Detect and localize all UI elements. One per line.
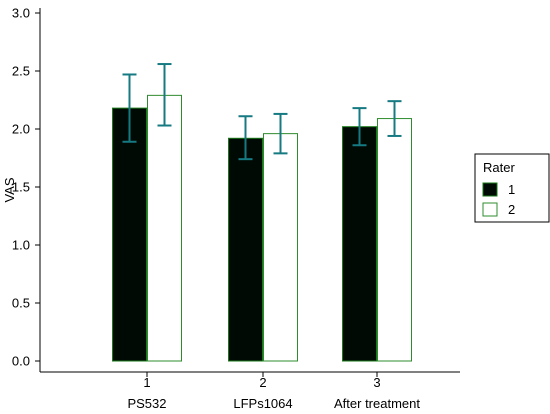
error-bar-rater-2-cat-1 (157, 63, 172, 127)
legend-items: 12 (482, 182, 515, 217)
y-axis-title: VAS (2, 177, 17, 202)
error-bar-rater-1-cat-3 (352, 107, 367, 147)
legend-swatch-1 (482, 182, 498, 197)
bar-rater-1-cat-1 (112, 107, 147, 362)
y-tick-label: 1.5 (12, 180, 30, 195)
bar-rater-1-cat-2 (228, 137, 263, 362)
y-tick-label: 0.5 (12, 296, 30, 311)
error-bar-rater-1-cat-2 (238, 115, 253, 161)
error-bars (122, 63, 402, 161)
error-bar-rater-2-cat-2 (273, 112, 288, 155)
y-tick-label: 3.0 (12, 6, 30, 21)
axes (39, 8, 460, 373)
bar-rater-2-cat-3 (377, 118, 412, 362)
y-tick-label: 0.0 (12, 354, 30, 369)
bar-rater-2-cat-1 (147, 94, 182, 362)
legend: Rater 12 (474, 153, 550, 223)
x-tick-label: 1 (143, 375, 150, 390)
y-tick-label: 2.0 (12, 122, 30, 137)
x-category-name: After treatment (334, 396, 420, 411)
x-category-name: LFPs1064 (233, 396, 292, 411)
legend-title: Rater (483, 160, 515, 175)
x-tick-label: 2 (259, 375, 266, 390)
error-bar-rater-1-cat-1 (122, 73, 137, 143)
error-bar-rater-2-cat-3 (387, 100, 402, 137)
y-tick-label: 2.5 (12, 64, 30, 79)
bar-rater-1-cat-3 (342, 126, 377, 362)
bar-rater-2-cat-2 (263, 133, 298, 362)
legend-label-1: 1 (508, 182, 515, 197)
x-ticks: 1 PS532 2 LFPs1064 3 After treatment (127, 372, 420, 411)
y-tick-label: 1.0 (12, 238, 30, 253)
x-tick-label: 3 (373, 375, 380, 390)
legend-swatch-2 (482, 202, 498, 217)
bars (112, 94, 412, 362)
legend-label-2: 2 (508, 202, 515, 217)
y-ticks: 0.0 0.5 1.0 1.5 2.0 2.5 3.0 (12, 6, 40, 369)
x-category-name: PS532 (127, 396, 166, 411)
